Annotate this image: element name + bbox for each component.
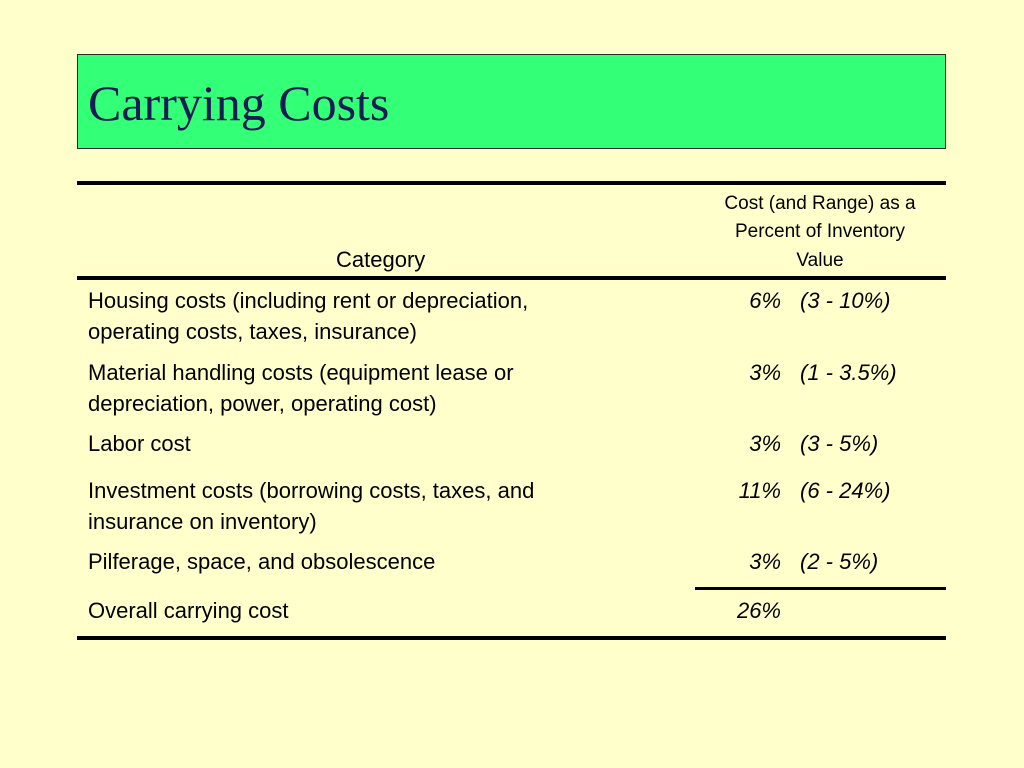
row-material-range: (1 - 3.5%) [800, 360, 897, 385]
row-material-category-cont: depreciation, power, operating cost) [88, 391, 437, 416]
header-rule [77, 276, 946, 280]
row-investment-category: Investment costs (borrowing costs, taxes… [88, 478, 535, 503]
subtotal-rule [695, 587, 946, 590]
row-housing-category: Housing costs (including rent or depreci… [88, 288, 529, 313]
row-housing-category-cont: operating costs, taxes, insurance) [88, 319, 417, 344]
header-value-line1: Cost (and Range) as a [724, 193, 916, 214]
row-investment-category-cont: insurance on inventory) [88, 509, 317, 534]
table-top-rule [77, 181, 946, 185]
row-pilferage-range: (2 - 5%) [800, 549, 879, 574]
row-investment-range: (6 - 24%) [800, 478, 891, 503]
row-investment-cost: 11% [738, 478, 781, 503]
row-material-cost: 3% [749, 360, 781, 385]
header-value-line2: Percent of Inventory [734, 221, 906, 242]
slide-title: Carrying Costs [88, 75, 390, 131]
total-cost: 26% [736, 598, 781, 623]
row-labor-cost: 3% [749, 431, 781, 456]
row-pilferage-category: Pilferage, space, and obsolescence [88, 549, 436, 574]
row-pilferage-cost: 3% [749, 549, 781, 574]
row-housing-range: (3 - 10%) [800, 288, 891, 313]
header-category: Category [336, 247, 426, 272]
total-label: Overall carrying cost [88, 598, 289, 623]
table-bottom-rule [77, 636, 946, 640]
title-banner: Carrying Costs [77, 54, 946, 149]
row-labor-range: (3 - 5%) [800, 431, 879, 456]
row-material-category: Material handling costs (equipment lease… [88, 360, 514, 385]
row-housing-cost: 6% [749, 288, 781, 313]
header-value-line3: Value [796, 250, 844, 271]
row-labor-category: Labor cost [88, 431, 191, 456]
